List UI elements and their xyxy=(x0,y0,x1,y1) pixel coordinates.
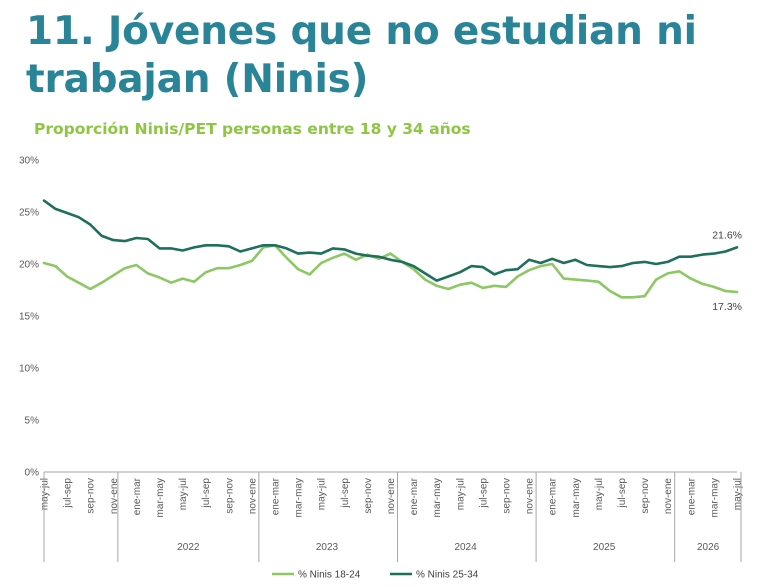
series-line xyxy=(42,244,739,299)
page-title: 11. Jóvenes que no estudian ni trabajan … xyxy=(26,9,697,102)
data-label: 17.3% xyxy=(712,301,742,313)
chart-lines xyxy=(42,199,739,299)
chart-axes: 0% 5% 10% 15% 20% 25% 30% may-jul jul-sep sep-nov… xyxy=(19,156,744,562)
x-tick-label: jul-sep xyxy=(63,478,74,509)
x-tick-label: nov-ene xyxy=(109,478,120,515)
x-tick-label: ene-mar xyxy=(409,477,420,515)
y-tick-label: 30% xyxy=(19,156,39,167)
x-tick-label: may-jul xyxy=(455,478,466,510)
x-tick-label: nov-ene xyxy=(247,478,258,515)
year-label: 2026 xyxy=(697,542,720,553)
year-label: 2025 xyxy=(593,542,616,553)
year-label: 2022 xyxy=(177,542,200,553)
x-tick-label: may-jul xyxy=(178,478,189,510)
y-tick-label: 0% xyxy=(25,468,40,479)
y-tick-label: 25% xyxy=(19,208,39,219)
x-tick-label: jul-sep xyxy=(617,478,628,509)
x-tick-label: mar-may xyxy=(432,478,443,517)
x-tick-label: mar-may xyxy=(709,478,720,517)
y-tick-label: 20% xyxy=(19,260,39,271)
x-tick-label: jul-sep xyxy=(478,478,489,509)
data-label: 21.6% xyxy=(712,229,742,241)
x-tick-label: mar-may xyxy=(571,478,582,517)
x-tick-label: jul-sep xyxy=(340,478,351,509)
y-tick-label: 15% xyxy=(19,312,39,323)
x-tick-label: may-jul xyxy=(317,478,328,510)
legend-label: % Ninis 25-34 xyxy=(416,570,479,581)
y-tick-label: 10% xyxy=(19,364,39,375)
chart-subtitle: Proporción Ninis/PET personas entre 18 y… xyxy=(34,120,471,138)
chart-labels: 17.3% 21.6% xyxy=(712,229,742,313)
x-tick-label: mar-may xyxy=(155,478,166,517)
year-label: 2024 xyxy=(454,542,477,553)
x-tick-label: may-jul xyxy=(40,478,51,510)
x-tick-label: nov-ene xyxy=(525,478,536,515)
series-line xyxy=(42,199,739,282)
x-tick-label: ene-mar xyxy=(548,477,559,515)
year-label: 2023 xyxy=(316,542,339,553)
x-tick-label: sep-nov xyxy=(86,478,97,514)
x-tick-label: ene-mar xyxy=(271,477,282,515)
chart-legend: % Ninis 18-24 % Ninis 25-34 xyxy=(272,570,479,581)
x-tick-label: nov-ene xyxy=(663,478,674,515)
x-tick-label: ene-mar xyxy=(686,477,697,515)
x-tick-label: sep-nov xyxy=(502,478,513,514)
x-tick-label: ene-mar xyxy=(132,477,143,515)
legend-label: % Ninis 18-24 xyxy=(298,570,361,581)
x-tick-label: sep-nov xyxy=(640,478,651,514)
y-tick-label: 5% xyxy=(25,416,40,427)
x-tick-label: mar-may xyxy=(294,478,305,517)
x-tick-label: may-jul xyxy=(594,478,605,510)
x-tick-label: sep-nov xyxy=(224,478,235,514)
x-tick-label: sep-nov xyxy=(363,478,374,514)
x-tick-label: jul-sep xyxy=(201,478,212,509)
x-tick-label: may-jul xyxy=(733,478,744,510)
x-tick-label: nov-ene xyxy=(386,478,397,515)
